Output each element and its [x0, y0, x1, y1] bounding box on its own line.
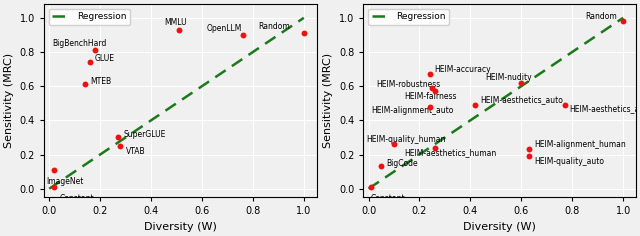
Point [470, 103, 481, 107]
Text: HEIM-quality_human: HEIM-quality_human [366, 135, 445, 144]
Point [429, 89, 440, 93]
Legend: Regression: Regression [49, 9, 130, 25]
Text: Constant: Constant [371, 194, 406, 203]
Text: SuperGLUE: SuperGLUE [123, 130, 165, 139]
Text: HEIM-robustness: HEIM-robustness [376, 80, 440, 89]
Point [424, 72, 435, 76]
Point [366, 185, 376, 189]
Text: HEIM-aesthetics_auto: HEIM-aesthetics_auto [570, 104, 640, 113]
X-axis label: Diversity (W): Diversity (W) [463, 222, 536, 232]
Text: HEIM-aesthetics_human: HEIM-aesthetics_human [404, 148, 497, 157]
Point [85, 60, 95, 64]
Point [299, 31, 309, 35]
Text: OpenLLM: OpenLLM [207, 24, 243, 33]
Text: HEIM-quality_auto: HEIM-quality_auto [534, 157, 604, 166]
Point [49, 168, 60, 172]
Text: HEIM-alignment_auto: HEIM-alignment_auto [371, 105, 454, 115]
Point [174, 28, 184, 32]
Y-axis label: Sensitivity (MRC): Sensitivity (MRC) [323, 53, 333, 148]
Text: HEIM-fairness: HEIM-fairness [404, 92, 457, 101]
Y-axis label: Sensitivity (MRC): Sensitivity (MRC) [4, 53, 14, 148]
Point [516, 81, 526, 85]
Point [424, 105, 435, 109]
Point [237, 33, 248, 37]
Point [49, 185, 60, 189]
Text: MTEB: MTEB [90, 76, 111, 86]
Point [524, 148, 534, 151]
Point [376, 164, 387, 168]
Point [559, 103, 570, 107]
Point [90, 48, 100, 52]
Point [389, 142, 399, 146]
Legend: Regression: Regression [368, 9, 449, 25]
Point [524, 154, 534, 158]
Text: ImageNet: ImageNet [47, 177, 84, 186]
Text: Random: Random [585, 12, 617, 21]
Text: BigBenchHard: BigBenchHard [52, 39, 106, 48]
Text: BigCode: BigCode [387, 159, 418, 168]
Point [80, 83, 90, 86]
Point [429, 146, 440, 150]
Text: VTAB: VTAB [125, 147, 145, 156]
Text: Random: Random [258, 22, 290, 31]
X-axis label: Diversity (W): Diversity (W) [144, 222, 217, 232]
Text: HEIM-nudity: HEIM-nudity [486, 73, 532, 82]
Text: Constant: Constant [60, 194, 94, 203]
Text: MMLU: MMLU [164, 18, 186, 27]
Text: HEIM-alignment_human: HEIM-alignment_human [534, 140, 626, 149]
Point [115, 144, 125, 148]
Point [113, 135, 123, 139]
Text: GLUE: GLUE [95, 54, 115, 63]
Text: HEIM-aesthetics_auto: HEIM-aesthetics_auto [481, 95, 563, 104]
Point [427, 86, 437, 90]
Text: HEIM-accuracy: HEIM-accuracy [435, 65, 492, 74]
Point [618, 19, 628, 23]
